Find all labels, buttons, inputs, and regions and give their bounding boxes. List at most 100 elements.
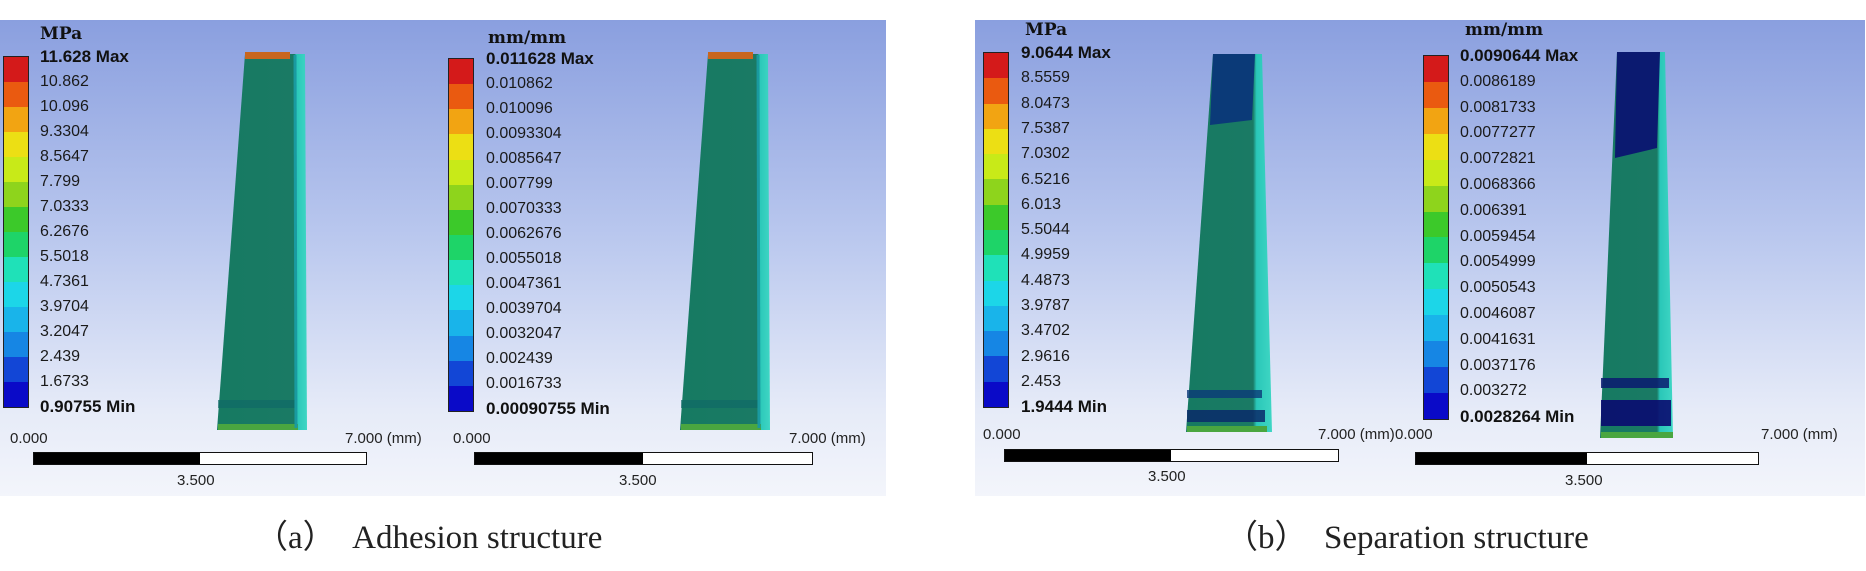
colorbar-band (449, 109, 473, 135)
colorbar-band (984, 154, 1008, 180)
colorbar-band (1424, 159, 1448, 186)
legend-label: 11.628 Max (40, 47, 129, 66)
legend-label: 0.90755 Min (40, 397, 136, 416)
scale-start-label: 0.000 (983, 426, 1021, 443)
legend-label: 3.2047 (40, 323, 89, 340)
colorbar-band (984, 204, 1008, 230)
legend-label: 6.2676 (40, 223, 89, 240)
colorbar-band (1424, 133, 1448, 160)
legend-label: 0.011628 Max (486, 49, 594, 68)
colorbar-band (449, 84, 473, 110)
colorbar-band (4, 107, 28, 132)
scale-bar (1415, 452, 1759, 465)
scale-mid-label: 3.500 (1148, 468, 1186, 485)
stress-contour-model (1186, 54, 1272, 432)
legend-label: 0.0085647 (486, 150, 562, 167)
colorbar-band (984, 381, 1008, 407)
colorbar-band (4, 307, 28, 332)
colorbar-band (1424, 56, 1448, 82)
colorbar-band (449, 59, 473, 85)
colorbar-band (4, 82, 28, 107)
colorbar-band (4, 182, 28, 207)
legend-label: 0.006391 (1460, 201, 1527, 219)
colorbar-band (4, 282, 28, 307)
scale-start-label: 0.000 (453, 430, 491, 447)
strain-contour-model (680, 52, 770, 430)
colorbar-band (449, 209, 473, 235)
legend-label: 7.0302 (1021, 145, 1070, 163)
legend-label: 0.0055018 (486, 250, 562, 267)
strain-colorbar (448, 58, 474, 412)
legend-label: 10.862 (40, 73, 89, 90)
legend-label: 10.096 (40, 98, 89, 115)
stress-colorbar (983, 52, 1009, 408)
legend-label: 0.002439 (486, 350, 553, 367)
colorbar-band (984, 78, 1008, 104)
scale-end-label: 7.000 (mm) (1761, 426, 1838, 443)
legend-label: 2.9616 (1021, 347, 1070, 365)
colorbar-band (984, 331, 1008, 357)
legend-label: 0.0062676 (486, 225, 562, 242)
legend-label: 0.0028264 Min (1460, 407, 1575, 427)
colorbar-band (449, 184, 473, 210)
colorbar-band (449, 360, 473, 386)
colorbar-band (4, 332, 28, 357)
colorbar-band (1424, 392, 1448, 419)
colorbar-band (984, 229, 1008, 256)
scale-end-label: 7.000 (mm) (1318, 426, 1395, 443)
legend-label: 6.5216 (1021, 170, 1070, 188)
colorbar-band (1424, 289, 1448, 316)
legend-label: 0.0093304 (486, 125, 562, 142)
legend-label: 0.00090755 Min (486, 399, 610, 418)
legend-label: 0.0086189 (1460, 72, 1536, 90)
strain-colorbar (1423, 55, 1449, 420)
strain-unit-label: mm/mm (488, 28, 567, 48)
colorbar-band (984, 305, 1008, 332)
colorbar-band (4, 257, 28, 282)
scale-bar (474, 452, 813, 465)
legend-label: 0.0072821 (1460, 150, 1536, 168)
scale-end-label: 7.000 (mm) (789, 430, 866, 447)
colorbar-band (449, 234, 473, 261)
colorbar-band (1424, 367, 1448, 393)
legend-label: 2.439 (40, 348, 81, 365)
legend-label: 3.9704 (40, 298, 89, 315)
legend-label: 0.0077277 (1460, 124, 1536, 142)
colorbar-band (1424, 263, 1448, 290)
caption-separation: （b） Separation structure (1225, 520, 1589, 556)
legend-label: 5.5018 (40, 248, 89, 265)
colorbar-band (1424, 81, 1448, 108)
stress-subplot: MPa 9.0644 Max 8.5559 8.0473 7.5387 7.0302 6.… (975, 20, 1415, 496)
colorbar-band (449, 260, 473, 286)
stress-contour-model (217, 52, 307, 430)
legend-label: 8.5559 (1021, 69, 1070, 87)
legend-label: 0.010862 (486, 75, 553, 92)
colorbar-band (1424, 185, 1448, 212)
legend-label: 0.0054999 (1460, 253, 1536, 271)
legend-label: 1.9444 Min (1021, 397, 1107, 417)
colorbar-band (4, 132, 28, 157)
stress-unit-label: MPa (1025, 20, 1068, 40)
colorbar-band (4, 382, 28, 407)
strain-unit-label: mm/mm (1465, 20, 1544, 40)
stress-unit-label: MPa (40, 24, 83, 44)
colorbar-band (1424, 237, 1448, 264)
scale-mid-label: 3.500 (1565, 472, 1603, 489)
legend-label: 4.4873 (1021, 271, 1070, 289)
legend-label: 4.7361 (40, 273, 89, 290)
legend-label: 0.0047361 (486, 275, 562, 292)
legend-label: 0.007799 (486, 175, 553, 192)
legend-label: 0.0059454 (1460, 227, 1536, 245)
legend-label: 7.799 (40, 173, 81, 190)
legend-label: 3.9787 (1021, 297, 1070, 314)
colorbar-band (4, 232, 28, 257)
legend-label: 0.0081733 (1460, 98, 1536, 116)
colorbar-band (449, 134, 473, 160)
colorbar-band (449, 385, 473, 411)
legend-label: 0.0070333 (486, 200, 562, 217)
caption-adhesion: （a） Adhesion structure (255, 520, 603, 556)
scale-start-label: 0.000 (1395, 426, 1433, 443)
legend-label: 0.0039704 (486, 300, 562, 317)
colorbar-band (984, 128, 1008, 155)
scale-mid-label: 3.500 (619, 472, 657, 489)
